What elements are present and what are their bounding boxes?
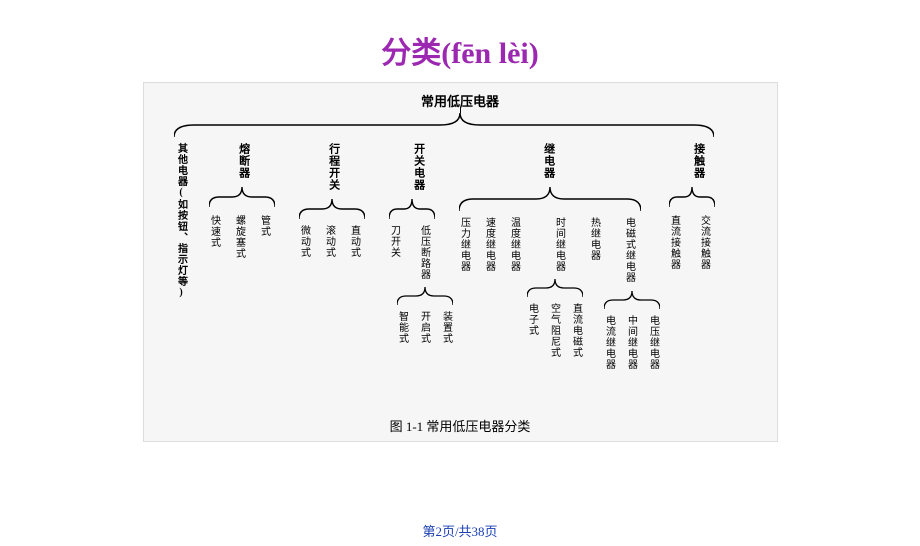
brace-time: [527, 279, 583, 299]
l1-switch: 开关电器: [413, 143, 425, 191]
l1-contact: 接触器: [693, 143, 705, 179]
l1-travel: 行程开关: [328, 143, 340, 191]
l2-contact-1: 交流接触器: [699, 215, 710, 270]
l3-time-2: 直流电磁式: [571, 303, 582, 358]
l2-travel-2: 直动式: [349, 225, 360, 258]
page-title: 分类(fēn lèi): [0, 28, 920, 72]
l2-relay-5: 电磁式继电器: [624, 217, 635, 283]
l2-relay-3: 时间继电器: [554, 217, 565, 272]
l2-relay-0: 压力继电器: [459, 217, 470, 272]
l3-time-1: 空气阻尼式: [549, 303, 560, 358]
brace-root: [174, 113, 714, 139]
l2-switch-0: 刀开关: [389, 225, 400, 258]
brace-breaker: [397, 287, 453, 307]
l1-relay: 继电器: [543, 143, 555, 179]
brace-emag: [604, 291, 660, 311]
brace-fuse: [209, 187, 275, 209]
l3-breaker-2: 装置式: [441, 311, 452, 344]
l2-fuse-1: 螺旋塞式: [234, 215, 245, 259]
l3-emag-2: 电压继电器: [648, 315, 659, 370]
l2-travel-0: 微动式: [299, 225, 310, 258]
brace-relay: [459, 187, 641, 213]
l2-relay-2: 温度继电器: [509, 217, 520, 272]
l2-fuse-0: 快速式: [209, 215, 220, 248]
l1-fuse: 熔断器: [238, 143, 250, 179]
diagram-caption: 图 1-1 常用低压电器分类: [144, 416, 777, 435]
brace-switch: [389, 199, 435, 221]
l1-other: 其他电器(如按钮、指示灯等): [176, 143, 187, 299]
l2-fuse-2: 管式: [259, 215, 270, 237]
brace-travel: [299, 199, 365, 221]
l2-switch-1: 低压断路器: [419, 225, 430, 280]
l2-relay-4: 热继电器: [589, 217, 600, 261]
classification-diagram: 常用低压电器 其他电器(如按钮、指示灯等) 熔断器 行程开关 开关电器 继电器 …: [143, 82, 778, 442]
l3-emag-0: 电流继电器: [604, 315, 615, 370]
page-footer: 第2页/共38页: [0, 521, 920, 540]
l3-time-0: 电子式: [527, 303, 538, 336]
l2-contact-0: 直流接触器: [669, 215, 680, 270]
l3-breaker-1: 开启式: [419, 311, 430, 344]
l3-emag-1: 中间继电器: [626, 315, 637, 370]
l3-breaker-0: 智能式: [397, 311, 408, 344]
brace-contact: [669, 187, 715, 209]
l2-travel-1: 滚动式: [324, 225, 335, 258]
l2-relay-1: 速度继电器: [484, 217, 495, 272]
